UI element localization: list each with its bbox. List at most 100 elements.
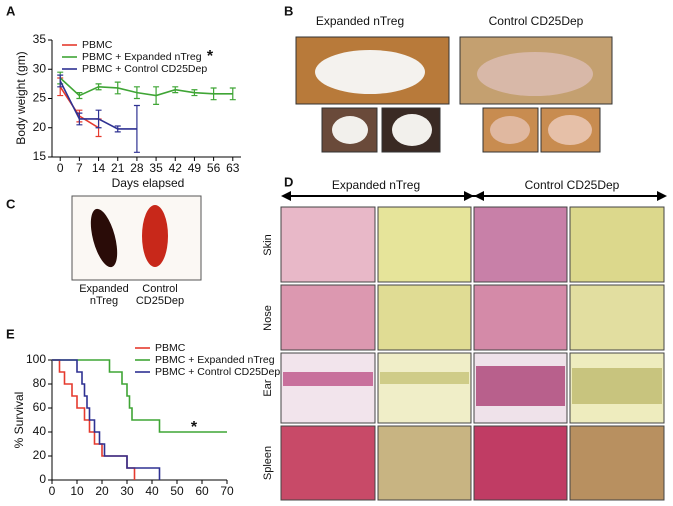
- y-axis-label: % Survival: [12, 392, 26, 449]
- error-bar: [76, 92, 83, 100]
- x-tick-label: 35: [149, 161, 163, 175]
- error-bar: [210, 87, 217, 101]
- x-tick-label: 30: [120, 484, 134, 498]
- group-heading: Expanded nTreg: [332, 178, 420, 192]
- row-label: Nose: [262, 305, 274, 331]
- photo-mouse: [315, 50, 425, 94]
- x-tick-label: 70: [220, 484, 234, 498]
- error-bar: [57, 74, 64, 88]
- x-tick-label: 40: [145, 484, 159, 498]
- x-tick-label: 60: [195, 484, 209, 498]
- y-tick-label: 20: [33, 120, 47, 134]
- x-tick-label: 7: [76, 161, 83, 175]
- legend-label: PBMC + Expanded nTreg: [82, 51, 202, 63]
- histology-tissue: [380, 372, 469, 384]
- error-bar: [76, 112, 83, 126]
- y-tick-label: 80: [33, 376, 47, 390]
- error-bar: [133, 86, 140, 100]
- y-tick-label: 100: [26, 352, 46, 366]
- group-heading: Expanded nTreg: [316, 14, 404, 28]
- x-tick-label: 21: [111, 161, 125, 175]
- histology: [569, 425, 665, 501]
- histology: [473, 206, 568, 283]
- error-bar: [172, 86, 179, 94]
- x-tick-label: 50: [170, 484, 184, 498]
- legend-label: PBMC: [82, 39, 113, 51]
- y-tick-label: 60: [33, 400, 47, 414]
- photo-mouse: [548, 115, 592, 145]
- error-bar: [114, 81, 121, 95]
- x-tick-label: 20: [95, 484, 109, 498]
- error-bar: [95, 83, 102, 91]
- histology: [377, 352, 472, 424]
- photo-mouse: [392, 114, 432, 146]
- panel-label: C: [6, 196, 16, 211]
- y-tick-label: 25: [33, 91, 47, 105]
- panel-label: D: [284, 174, 293, 189]
- y-tick-label: 0: [39, 472, 46, 486]
- error-bar: [133, 104, 140, 153]
- x-tick-label: 56: [207, 161, 221, 175]
- sample-label: nTreg: [90, 295, 118, 307]
- y-axis-label: Body weight (gm): [14, 51, 28, 144]
- photo-spleen: [90, 208, 118, 268]
- photo-mouse: [332, 116, 368, 144]
- y-tick-label: 15: [33, 149, 47, 163]
- x-tick-label: 63: [226, 161, 240, 175]
- photo: [71, 195, 202, 281]
- photo-mouse: [477, 52, 593, 96]
- histology-tissue: [283, 372, 373, 386]
- x-tick-label: 14: [92, 161, 106, 175]
- histology: [280, 352, 376, 424]
- sample-label: CD25Dep: [136, 295, 184, 307]
- legend-label: PBMC + Control CD25Dep: [82, 63, 207, 75]
- histology: [473, 284, 568, 351]
- sample-label: Control: [142, 283, 177, 295]
- histology: [377, 206, 472, 283]
- row-label: Spleen: [262, 446, 274, 480]
- row-label: Ear: [262, 379, 274, 396]
- error-bar: [191, 89, 198, 97]
- arrow-heads: [281, 191, 667, 201]
- legend-label: PBMC + Control CD25Dep: [155, 366, 280, 378]
- histology-grid: [280, 206, 665, 501]
- histology: [280, 284, 376, 351]
- histology: [473, 425, 568, 501]
- x-tick-label: 0: [57, 161, 64, 175]
- x-tick-label: 28: [130, 161, 144, 175]
- legend-label: PBMC: [155, 342, 186, 354]
- annotation: *: [191, 419, 198, 436]
- histology: [377, 425, 472, 501]
- group-heading: Control CD25Dep: [525, 178, 620, 192]
- histology-tissue: [476, 366, 565, 406]
- y-tick-label: 35: [33, 32, 47, 46]
- legend-label: PBMC + Expanded nTreg: [155, 354, 275, 366]
- x-tick-label: 42: [169, 161, 183, 175]
- series-line: [52, 359, 161, 480]
- error-bar: [114, 125, 121, 133]
- error-bar: [153, 86, 160, 105]
- series-line: [59, 77, 233, 97]
- y-tick-label: 20: [33, 448, 47, 462]
- sample-label: Expanded: [79, 283, 129, 295]
- y-tick-label: 40: [33, 424, 47, 438]
- error-bar: [229, 87, 236, 101]
- histology: [280, 206, 376, 283]
- group-heading: Control CD25Dep: [489, 14, 584, 28]
- panel-label: A: [6, 3, 16, 18]
- photo-spleen: [142, 205, 168, 267]
- histology-tissue: [572, 368, 662, 404]
- row-label: Skin: [262, 234, 274, 255]
- x-tick-label: 49: [188, 161, 202, 175]
- histology: [280, 425, 376, 501]
- histology: [377, 284, 472, 351]
- histology: [569, 206, 665, 283]
- series-line: [52, 359, 227, 433]
- y-tick-label: 30: [33, 61, 47, 75]
- photo-mouse: [490, 116, 530, 144]
- panel-label: B: [284, 3, 293, 18]
- error-bar: [95, 109, 102, 129]
- annotation: *: [207, 48, 214, 65]
